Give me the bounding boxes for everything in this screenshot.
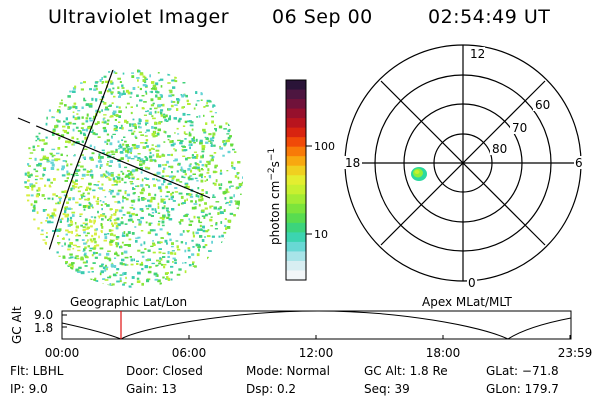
- colorbar-cell: [286, 251, 306, 262]
- y-tick-label-1-8: 1.8: [34, 321, 53, 335]
- x-tick-label-1200: 12:00: [299, 346, 334, 360]
- geographic-caption: Geographic Lat/Lon: [70, 295, 187, 309]
- colorbar-cell: [286, 108, 306, 119]
- colorbar-cell: [286, 99, 306, 110]
- colorbar-cell: [286, 260, 306, 272]
- seq-readout: Seq: 39: [364, 382, 410, 396]
- mode-readout: Mode: Normal: [246, 364, 330, 378]
- dsp-readout: Dsp: 0.2: [246, 382, 297, 396]
- mlt-label-0: 0: [468, 276, 476, 290]
- colorbar-frame: [285, 79, 307, 281]
- y-tick-label-9: 9.0: [34, 308, 53, 322]
- colorbar-cell: [286, 165, 306, 176]
- filter-readout: Flt: LBHL: [10, 364, 64, 378]
- colorbar-cell: [286, 222, 306, 233]
- altitude-timeline: 9.0 1.8 GC Alt 00:00 06:00 12:00 18:00 2…: [10, 306, 592, 360]
- colorbar-cell: [286, 241, 306, 253]
- polar-diagonal-2: [380, 80, 546, 246]
- colorbar-cell: [286, 127, 306, 138]
- colorbar-cell: [286, 146, 306, 157]
- door-readout: Door: Closed: [126, 364, 203, 378]
- colorbar-tick-label-100: 100: [314, 140, 335, 153]
- colorbar-cell: [286, 184, 306, 195]
- x-tick-label-1800: 18:00: [426, 346, 461, 360]
- lat-label-70: 70: [512, 121, 527, 135]
- x-tick-label-0000: 00:00: [45, 346, 80, 360]
- instrument-title: Ultraviolet Imager: [48, 6, 230, 28]
- colorbar-cell: [286, 194, 306, 205]
- image-pixels: [24, 69, 243, 288]
- colorbar: 100 10 photon cm−2s−1: [267, 79, 335, 281]
- x-tick-label-0600: 06:00: [172, 346, 207, 360]
- altitude-axis-title: GC Alt: [10, 306, 24, 344]
- colorbar-tick-label-10: 10: [314, 228, 328, 241]
- auroral-blob: [411, 167, 427, 181]
- colorbar-cell: [286, 137, 306, 148]
- gain-readout: Gain: 13: [126, 382, 177, 396]
- glat-readout: GLat: −71.8: [486, 364, 559, 378]
- colorbar-cell: [286, 175, 306, 186]
- mlt-label-12: 12: [470, 47, 485, 61]
- colorbar-cell: [286, 270, 306, 281]
- x-tick-label-2359: 23:59: [558, 346, 593, 360]
- polar-plot: 12 18 6 0 60 70 80: [344, 44, 584, 290]
- lat-label-60: 60: [535, 98, 550, 112]
- colorbar-cell: [286, 89, 306, 100]
- timeline-frame: [61, 310, 572, 340]
- apex-caption: Apex MLat/MLT: [422, 295, 512, 309]
- colorbar-cell: [286, 203, 306, 214]
- altitude-curve: [61, 310, 572, 340]
- mlt-label-18: 18: [345, 156, 360, 170]
- gc-alt-readout: GC Alt: 1.8 Re: [364, 364, 448, 378]
- ip-readout: IP: 9.0: [10, 382, 48, 396]
- colorbar-cell: [286, 232, 306, 243]
- colorbar-unit-label: photon cm−2s−1: [267, 148, 282, 245]
- date-label: 06 Sep 00: [272, 6, 373, 28]
- colorbar-cell: [286, 80, 306, 91]
- auroral-image: [17, 68, 243, 288]
- lat-label-80: 80: [492, 142, 507, 156]
- colorbar-cell: [286, 213, 306, 224]
- glon-readout: GLon: 179.7: [486, 382, 559, 396]
- colorbar-cell: [286, 118, 306, 129]
- mlt-label-6: 6: [575, 156, 583, 170]
- latitude-line: [23, 119, 211, 199]
- colorbar-cell: [286, 156, 306, 167]
- time-label: 02:54:49 UT: [428, 6, 551, 28]
